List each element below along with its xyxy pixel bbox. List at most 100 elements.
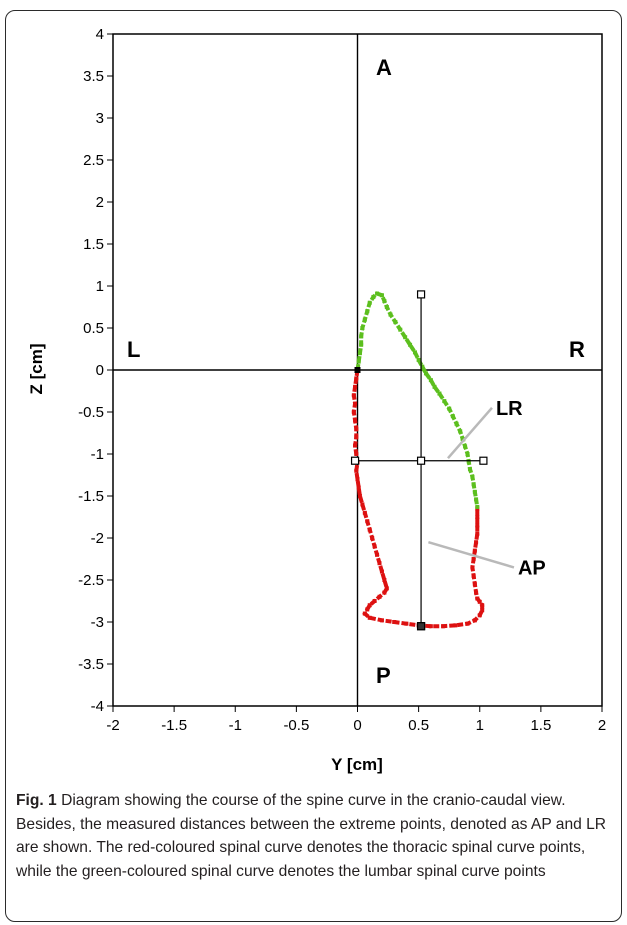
series-point [357,494,362,498]
series-point [404,621,409,626]
measurement-lines [350,290,488,631]
x-tick-label: 1 [476,717,484,734]
series-point [442,399,447,404]
anterior-label: A [376,55,392,80]
x-tick-label: -1 [229,717,242,734]
series-point [420,364,425,369]
y-tick-label: 3.5 [83,68,104,85]
series-point [359,342,364,347]
y-tick-label: -1 [91,446,104,463]
series-point [470,565,475,570]
series-point [353,384,358,389]
series-point [470,474,475,479]
series-point [471,557,476,561]
right-label: R [569,337,585,362]
y-tick-label: 1 [96,278,104,295]
annotation-leader [447,406,493,460]
posterior-label: P [376,663,391,688]
figure-caption: Fig. 1 Diagram showing the course of the… [16,789,616,883]
series-point [372,544,377,549]
series-point [392,620,397,624]
series-point [475,596,480,601]
series-point [474,497,479,502]
series-point [379,293,384,298]
y-tick-label: -2 [91,530,104,547]
y-tick-label: -3 [91,614,104,631]
measure-endpoint [479,456,488,465]
series-point [437,391,442,396]
series-point [393,320,398,325]
y-tick-label: 1.5 [83,236,104,253]
caption-label: Fig. 1 [16,792,57,809]
series-point [474,590,479,595]
series-point [458,429,463,434]
series-point [471,482,476,487]
series-point [367,527,372,532]
series-point [354,468,359,473]
series-point [367,300,372,305]
series-point [370,536,375,540]
series-point [367,603,372,608]
series-point [475,504,480,509]
y-tick-label: 3 [96,110,104,127]
x-tick-label: -2 [106,717,119,734]
series-point [353,418,358,423]
series-point [467,467,472,472]
series-point [377,561,382,566]
series-point [403,335,408,340]
y-axis-title: Z [cm] [27,344,46,395]
measure-endpoint [416,622,426,631]
series-point [382,299,387,304]
series-point [372,599,377,603]
series-point [465,621,470,626]
x-tick-label: -1.5 [161,717,187,734]
caption-text: Diagram showing the course of the spine … [16,792,607,880]
series-point [365,519,370,524]
series-point [450,414,455,419]
series-point [351,393,356,398]
series-point [472,618,477,623]
y-tick-label: 2 [96,194,104,211]
annotation-leader [428,541,515,569]
left-label: L [127,337,140,362]
series-point [428,378,433,383]
series-point [354,426,359,431]
series-point [475,531,480,536]
series-point [377,594,382,599]
series-point [428,624,433,629]
x-axis-ticks: -2 -1.5 -1 -0.5 0 0.5 1 1.5 2 [106,706,606,734]
series-point [408,342,413,347]
series-point [371,294,376,299]
figure-frame [5,10,622,922]
series-point [359,334,364,339]
y-tick-label: -3.5 [78,656,104,673]
series-point [465,452,470,456]
y-tick-label: -2.5 [78,572,104,589]
x-tick-label: 2 [598,717,606,734]
series-point [375,291,380,296]
y-axis-ticks: 4 3.5 3 2.5 2 1.5 1 0.5 0 -0.5 -1 -1.5 -2 -2.5 -3 -3.5 -… [78,26,113,715]
series-point [475,515,480,519]
series-point [353,443,358,448]
curve-series [351,291,485,629]
series-point [354,452,359,456]
y-tick-label: -0.5 [78,404,104,421]
series-point [477,599,482,604]
y-tick-label: 4 [96,26,104,43]
series-point [382,578,387,582]
series-point [471,573,476,578]
series-point [384,586,389,591]
series-point [354,435,359,440]
series-point [362,510,367,515]
y-tick-label: 0.5 [83,320,104,337]
x-tick-label: 1.5 [530,717,551,734]
x-tick-label: 0.5 [408,717,429,734]
x-axis-title: Y [cm] [331,755,383,774]
series-point [416,357,421,362]
measure-endpoint [350,456,360,465]
measure-endpoint [416,290,426,299]
series-point [441,624,446,629]
series-point [354,376,359,381]
series-point [379,618,384,623]
origin-point [354,367,361,373]
